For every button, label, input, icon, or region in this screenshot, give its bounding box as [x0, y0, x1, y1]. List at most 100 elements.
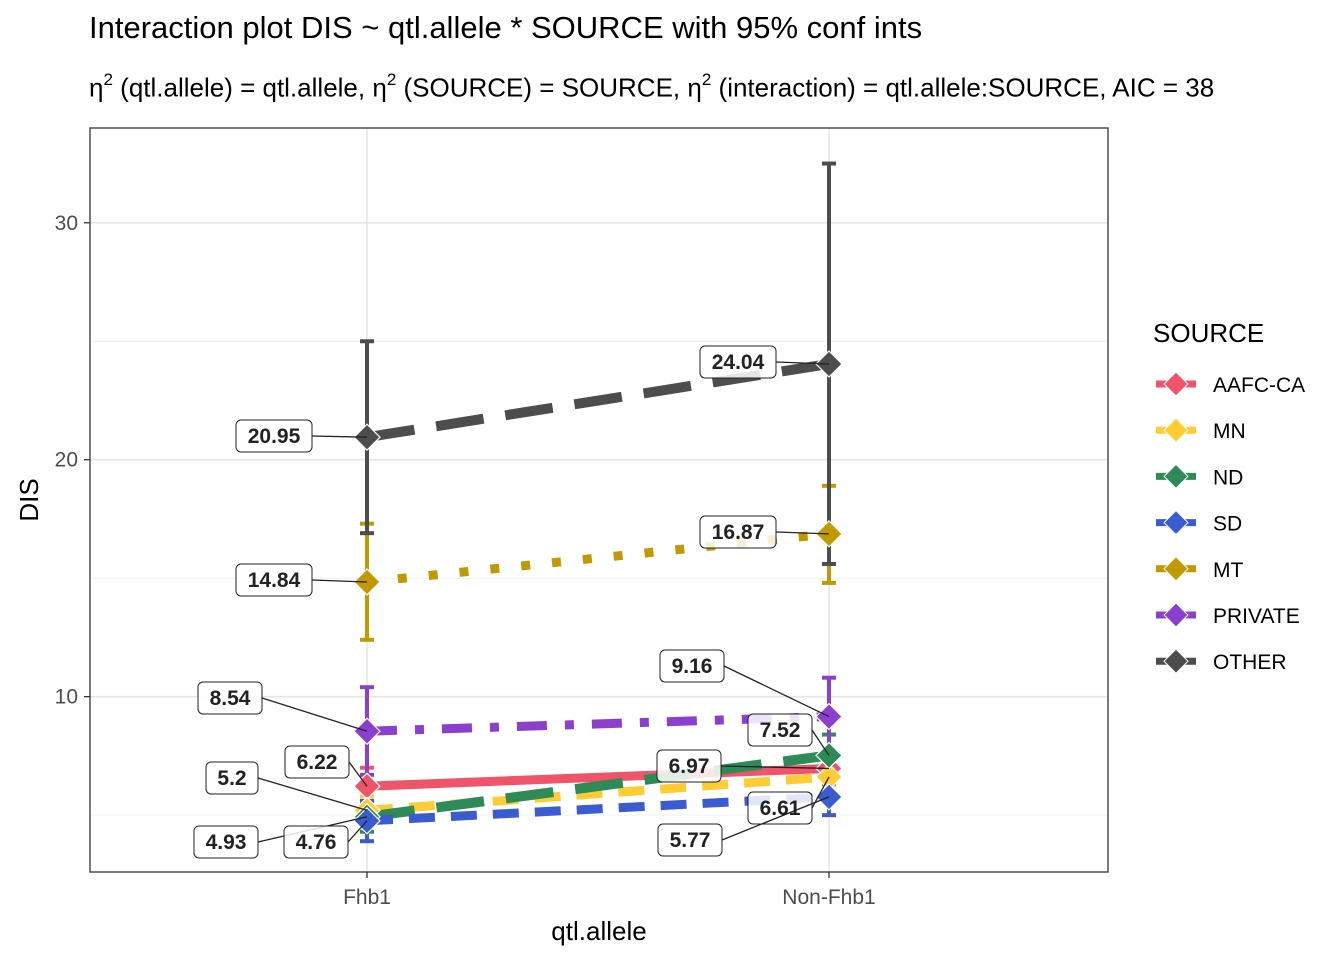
data-label-aafc-ca: 6.97 [656, 749, 722, 783]
legend-label: PRIVATE [1213, 605, 1300, 628]
label-connector [811, 729, 830, 756]
legend-label: MN [1213, 420, 1246, 443]
data-label-text: 14.84 [248, 569, 301, 592]
legend-item-mt: MT [1156, 556, 1243, 582]
data-label-box [699, 345, 777, 379]
data-label-sd: 5.77 [657, 823, 723, 857]
x-axis-title: qtl.allele [551, 916, 646, 946]
data-points [353, 350, 843, 835]
panel-border [89, 127, 1109, 873]
data-label-box [197, 681, 263, 715]
data-label-box [747, 791, 813, 825]
data-label-box [235, 419, 313, 453]
legend-item-mn: MN [1156, 417, 1246, 443]
data-label-box [283, 825, 349, 859]
y-tick-label: 20 [55, 449, 78, 472]
subtitle-sup-3: 2 [701, 70, 712, 89]
legend-key-point [1163, 417, 1189, 443]
legend-title: SOURCE [1153, 318, 1264, 348]
legend: SOURCE AAFC-CA MN ND SD MT PRIVATE OTHER [1153, 318, 1305, 674]
data-label-text: 9.16 [672, 655, 713, 678]
legend-item-sd: SD [1156, 509, 1242, 536]
legend-key-point [1163, 509, 1189, 536]
data-label-text: 16.87 [712, 521, 765, 544]
legend-item-other: OTHER [1156, 648, 1287, 674]
subtitle-eta-2: η [372, 72, 387, 103]
label-connector [775, 361, 830, 365]
legend-label: ND [1213, 466, 1243, 489]
subtitle-text-2: (SOURCE) = SOURCE, [396, 72, 688, 103]
series-line-aafc-ca [366, 763, 830, 791]
label-connector [720, 765, 830, 770]
data-label-text: 8.54 [210, 687, 251, 710]
legend-label: AAFC-CA [1213, 374, 1305, 397]
subtitle-text-1: (qtl.allele) = qtl.allele, [112, 72, 373, 103]
subtitle-eta-3: η [687, 72, 702, 103]
data-label-text: 5.2 [217, 767, 246, 790]
data-label-text: 6.22 [297, 751, 338, 774]
data-label-box [657, 823, 723, 857]
chart-title: Interaction plot DIS ~ qtl.allele * SOUR… [89, 10, 923, 45]
grid-lines [90, 128, 1108, 872]
data-label-box [235, 563, 313, 597]
data-label-text: 24.04 [712, 351, 765, 374]
data-label-box [193, 825, 259, 859]
data-label-nd: 7.52 [747, 713, 813, 747]
data-label-box [659, 649, 725, 683]
y-tick-label: 10 [55, 686, 78, 709]
subtitle-sup-1: 2 [103, 70, 113, 89]
data-label-text: 4.93 [206, 831, 247, 854]
y-axis-title: DIS [14, 478, 44, 521]
legend-item-nd: ND [1156, 463, 1243, 490]
legend-key-point [1163, 648, 1189, 674]
label-connector [261, 697, 368, 732]
label-connector [311, 435, 368, 438]
data-label-private: 9.16 [659, 649, 725, 683]
data-label-private: 8.54 [197, 681, 263, 715]
label-connector [257, 777, 368, 812]
data-label-nd: 4.93 [193, 825, 259, 859]
data-label-text: 6.61 [760, 797, 801, 820]
label-connector [775, 531, 830, 535]
subtitle-eta-1: η [89, 72, 104, 103]
data-label-text: 5.77 [670, 829, 711, 852]
axes: 10 20 30 Fhb1 Non-Fhb1 [55, 212, 876, 909]
label-connector [347, 820, 368, 843]
label-connector [723, 665, 830, 718]
data-label-box [699, 515, 777, 549]
series-lines [366, 359, 830, 826]
data-label-box [284, 745, 350, 779]
data-label-text: 4.76 [296, 831, 337, 854]
data-label-other: 24.04 [699, 345, 777, 379]
x-tick-label: Non-Fhb1 [782, 886, 875, 909]
data-label-text: 7.52 [760, 719, 801, 742]
series-line-mn [366, 772, 830, 815]
x-tick-label: Fhb1 [343, 886, 391, 909]
chart-subtitle: η2 (qtl.allele) = qtl.allele, η2 (SOURCE… [89, 70, 1215, 104]
data-label-aafc-ca: 6.22 [284, 745, 350, 779]
data-label-other: 20.95 [235, 419, 313, 453]
data-label-mt: 14.84 [235, 563, 313, 597]
data-labels: 6.22 6.97 5.2 6.61 4.93 7.52 4.76 5.77 14.84 16.8… [193, 345, 830, 859]
legend-key-point [1163, 371, 1189, 397]
data-label-mn: 6.61 [747, 791, 813, 825]
label-connector [721, 796, 830, 841]
series-line-nd [366, 750, 830, 822]
subtitle-text-3: (interaction) = qtl.allele:SOURCE, AIC =… [711, 72, 1215, 103]
legend-key-point [1163, 463, 1189, 490]
legend-key-point [1163, 602, 1189, 628]
legend-label: SD [1213, 513, 1242, 536]
subtitle-sup-2: 2 [386, 70, 397, 89]
data-label-mn: 5.2 [205, 761, 259, 795]
data-label-box [747, 713, 813, 747]
legend-label: MT [1213, 559, 1243, 582]
data-label-box [656, 749, 722, 783]
data-label-text: 6.97 [669, 755, 710, 778]
legend-item-private: PRIVATE [1156, 602, 1300, 628]
legend-key-point [1163, 556, 1189, 582]
legend-item-aafc-ca: AAFC-CA [1156, 371, 1305, 397]
data-label-mt: 16.87 [699, 515, 777, 549]
label-connector [311, 579, 368, 583]
data-label-box [205, 761, 259, 795]
